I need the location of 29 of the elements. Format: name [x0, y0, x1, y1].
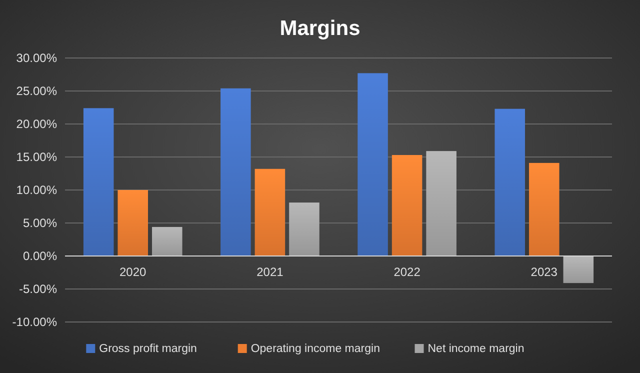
y-tick-label: 25.00%: [16, 84, 58, 98]
x-tick-label: 2022: [394, 265, 421, 279]
y-tick-label: 5.00%: [22, 216, 58, 230]
bar: [118, 190, 148, 256]
legend-label: Operating income margin: [250, 343, 380, 355]
x-tick-label: 2021: [256, 265, 284, 279]
bar: [289, 202, 320, 256]
bar: [358, 73, 388, 256]
y-tick-label: 0.00%: [22, 249, 58, 264]
bar: [563, 256, 594, 284]
y-tick-label: -10.00%: [12, 315, 58, 330]
y-tick-label: 20.00%: [16, 117, 58, 132]
bar: [152, 226, 182, 256]
y-tick-label: 10.00%: [16, 183, 58, 198]
bar: [494, 108, 525, 256]
y-tick-label: 30.00%: [16, 51, 58, 66]
legend-label: Gross profit margin: [99, 343, 197, 355]
chart-title: Margins: [280, 17, 360, 40]
bar: [426, 151, 456, 256]
y-tick-label: 15.00%: [16, 150, 58, 164]
legend-label: Net income margin: [428, 343, 524, 355]
bar: [392, 155, 422, 256]
bar: [254, 168, 286, 256]
y-tick-label: -5.00%: [18, 282, 58, 296]
bar: [529, 162, 560, 256]
x-tick-label: 2020: [120, 265, 147, 279]
x-tick-label: 2023: [530, 265, 558, 279]
bar: [220, 88, 251, 256]
bar: [83, 108, 114, 256]
